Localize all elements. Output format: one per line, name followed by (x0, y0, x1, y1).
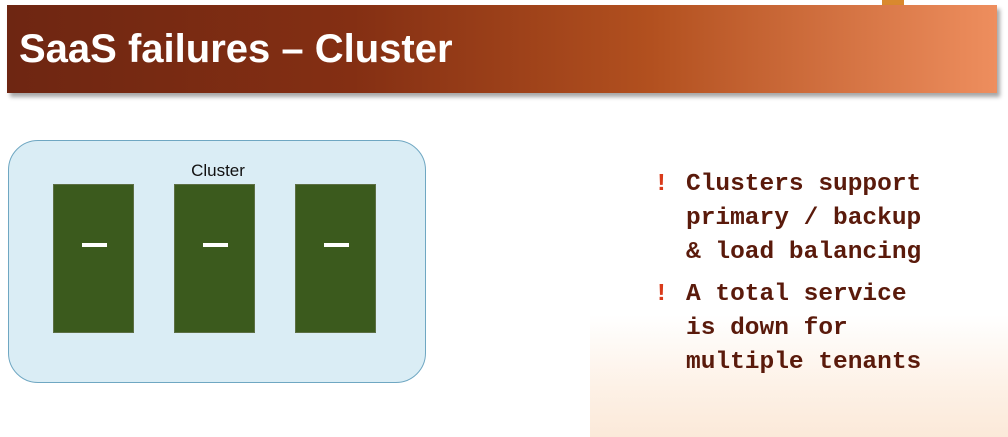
server-node-3 (295, 184, 376, 333)
exclamation-icon: ! (654, 281, 669, 308)
bullet-text: Clusters support primary / backup & load… (686, 171, 922, 266)
server-slot-icon (203, 243, 228, 247)
corner-decoration (882, 0, 904, 5)
server-slot-icon (82, 243, 107, 247)
server-slot-icon (324, 243, 349, 247)
bullet-list: ! Clusters support primary / backup & lo… (654, 168, 984, 388)
server-node-2 (174, 184, 255, 333)
background-glow (590, 315, 1008, 437)
title-bar: SaaS failures – Cluster (7, 5, 997, 93)
cluster-label: Cluster (191, 161, 245, 180)
exclamation-icon: ! (654, 171, 669, 198)
server-node-1 (53, 184, 134, 333)
bullet-item-total-service: ! A total service is down for multiple t… (654, 278, 984, 380)
slide-title: SaaS failures – Cluster (19, 27, 453, 71)
bullet-item-clusters: ! Clusters support primary / backup & lo… (654, 168, 984, 270)
bullet-text: A total service is down for multiple ten… (686, 281, 922, 376)
